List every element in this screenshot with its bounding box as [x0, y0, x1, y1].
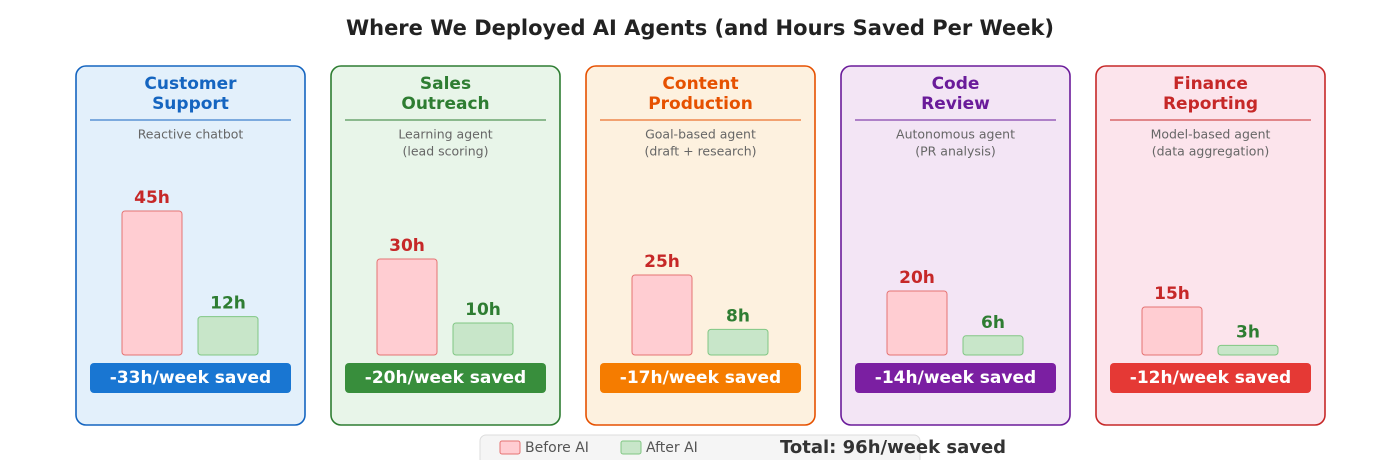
panel-title: Review	[921, 94, 990, 114]
savings-badge	[345, 363, 546, 393]
value-label: 12h	[210, 294, 246, 314]
panel-title: Content	[662, 74, 738, 94]
value-label: 30h	[389, 236, 425, 256]
chart-title: Where We Deployed AI Agents (and Hours S…	[346, 16, 1054, 40]
bar	[886, 290, 948, 356]
panel-title: Finance	[1173, 74, 1248, 94]
panel-title: Support	[152, 94, 229, 114]
value-label: 10h	[465, 300, 501, 320]
bar	[376, 258, 438, 356]
savings-label: -33h/week saved	[110, 368, 271, 388]
value-label: 15h	[1154, 284, 1190, 304]
panel-subtitle: Goal-based agent	[645, 127, 756, 142]
panel-subtitle: Reactive chatbot	[138, 127, 244, 142]
legend-label: After AI	[646, 440, 698, 456]
savings-label: -17h/week saved	[620, 368, 781, 388]
panel-title: Customer	[144, 74, 237, 94]
bar	[707, 328, 769, 356]
panel-subtitle: Learning agent	[398, 127, 492, 142]
bar	[631, 274, 693, 356]
value-label: 3h	[1236, 322, 1260, 342]
panel-title: Sales	[420, 74, 471, 94]
savings-badge	[855, 363, 1056, 393]
value-label: 6h	[981, 313, 1005, 333]
bar	[452, 322, 514, 356]
bar	[1141, 306, 1203, 356]
panel-title: Reporting	[1163, 94, 1258, 114]
value-label: 20h	[899, 268, 935, 288]
panel-subtitle: (draft + research)	[644, 144, 756, 159]
legend-label: Before AI	[525, 440, 589, 456]
total-label: Total: 96h/week saved	[780, 437, 1006, 458]
savings-badge	[1110, 363, 1311, 393]
panel-subtitle: Autonomous agent	[896, 127, 1015, 142]
savings-label: -12h/week saved	[1130, 368, 1291, 388]
bar	[1217, 344, 1279, 356]
value-label: 25h	[644, 252, 680, 272]
value-label: 8h	[726, 306, 750, 326]
bar	[121, 210, 183, 356]
panel-title: Code	[932, 74, 980, 94]
bar	[962, 335, 1024, 356]
value-label: 45h	[134, 188, 170, 208]
panel-subtitle: Model-based agent	[1151, 127, 1271, 142]
panel-title: Outreach	[401, 94, 489, 114]
savings-badge	[90, 363, 291, 393]
panel-title: Production	[648, 94, 753, 114]
legend-swatch	[620, 440, 642, 455]
savings-label: -20h/week saved	[365, 368, 526, 388]
panel-subtitle: (PR analysis)	[915, 144, 996, 159]
panel-subtitle: (lead scoring)	[403, 144, 489, 159]
panel-subtitle: (data aggregation)	[1152, 144, 1270, 159]
savings-badge	[600, 363, 801, 393]
savings-label: -14h/week saved	[875, 368, 1036, 388]
legend-swatch	[499, 440, 521, 455]
bar	[197, 316, 259, 356]
legend-box	[479, 434, 921, 460]
